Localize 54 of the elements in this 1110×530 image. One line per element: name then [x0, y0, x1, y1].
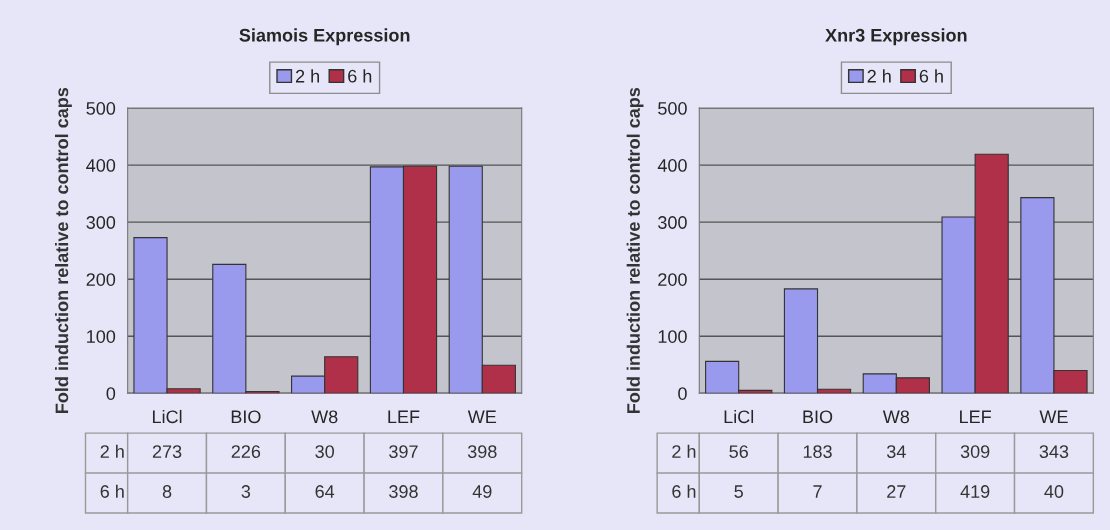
x-tick-label: W8 [882, 410, 910, 424]
data-label: 27 [887, 485, 906, 498]
data-label: 273 [152, 445, 182, 458]
data-label: 398 [389, 485, 418, 498]
y-tick-label: 100 [658, 330, 687, 343]
x-tick-label: WE [1039, 410, 1068, 424]
x-tick-label: LEF [960, 410, 991, 424]
data-label: 7 [813, 485, 822, 498]
x-tick-label: BIO [231, 410, 261, 424]
x-tick-label: LEF [388, 410, 420, 424]
legend-label: 2 h [867, 69, 891, 83]
y-tick-label: 200 [86, 273, 116, 286]
data-label: 5 [734, 485, 743, 498]
y-tick-label: 300 [658, 216, 687, 229]
y-tick-label: 400 [657, 159, 687, 172]
legend-label: 2 h [295, 69, 319, 83]
y-tick-label: 0 [678, 387, 687, 400]
data-label: 419 [960, 485, 990, 498]
data-label: 183 [803, 445, 832, 458]
x-tick-label: BIO [803, 410, 833, 424]
legend-label: 6 h [919, 69, 943, 83]
y-axis-title: Fold induction relative to control caps [55, 87, 72, 413]
y-tick-label: 100 [87, 330, 116, 343]
data-label: 3 [241, 485, 251, 498]
x-tick-label: W8 [311, 410, 338, 424]
data-label: 30 [315, 445, 335, 458]
text: 6 h [672, 484, 696, 498]
data-label: 226 [231, 445, 261, 458]
data-label: 8 [162, 485, 172, 498]
x-tick-label: WE [467, 410, 497, 424]
text: 2 h [100, 444, 124, 458]
y-tick-label: 200 [658, 273, 687, 286]
text: 2 h [672, 444, 696, 458]
chart-title: Xnr3 Expression [825, 28, 967, 46]
x-tick-label: LiCl [152, 409, 182, 424]
y-tick-label: 0 [106, 387, 116, 400]
data-label: 64 [315, 485, 335, 498]
text: 6 h [100, 484, 124, 498]
y-tick-label: 500 [658, 102, 687, 115]
data-label: 398 [467, 445, 497, 458]
legend-label: 6 h [348, 69, 372, 83]
chart-title: Siamois Expression [239, 28, 410, 46]
y-tick-label: 300 [86, 216, 116, 229]
data-label: 34 [886, 445, 906, 458]
x-tick-label: LiCl [724, 409, 754, 424]
data-label: 343 [1039, 445, 1069, 458]
y-tick-label: 400 [86, 159, 116, 172]
y-axis-title: Fold induction relative to control caps [626, 87, 644, 413]
data-label: 397 [389, 445, 418, 458]
data-label: 49 [472, 485, 492, 498]
data-label: 40 [1044, 485, 1064, 498]
data-label: 56 [729, 445, 748, 458]
data-label: 309 [960, 445, 990, 458]
y-tick-label: 500 [86, 102, 116, 115]
